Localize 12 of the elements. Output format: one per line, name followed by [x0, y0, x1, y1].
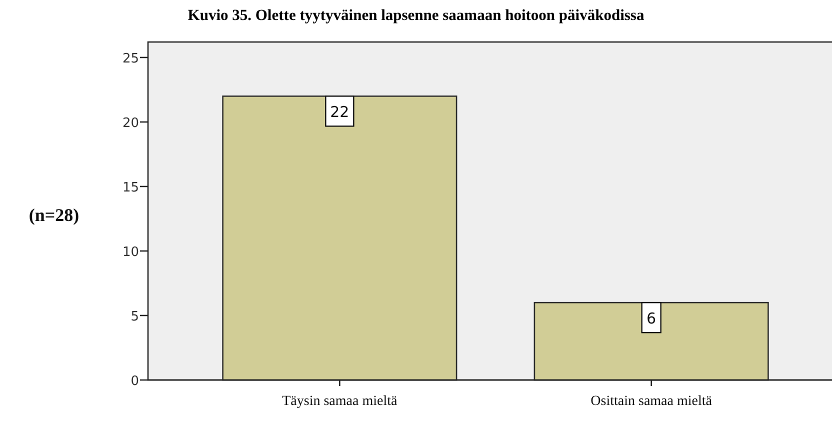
y-tick-label: 5	[130, 309, 139, 324]
data-label: 6	[646, 310, 656, 328]
y-tick-label: 25	[122, 51, 139, 66]
y-tick-label: 0	[130, 374, 139, 389]
x-tick-label: Osittain samaa mieltä	[590, 394, 713, 409]
chart-title: Kuvio 35. Olette tyytyväinen lapsenne saamaan hoitoon päiväkodissa	[188, 7, 644, 24]
y-tick-label: 20	[122, 116, 139, 131]
y-tick-label: 15	[122, 180, 139, 196]
x-tick-label: Täysin samaa mieltä	[282, 394, 398, 409]
y-axis-title: (n=28)	[28, 205, 80, 225]
y-tick-label: 10	[122, 244, 139, 260]
data-label: 22	[330, 103, 350, 122]
